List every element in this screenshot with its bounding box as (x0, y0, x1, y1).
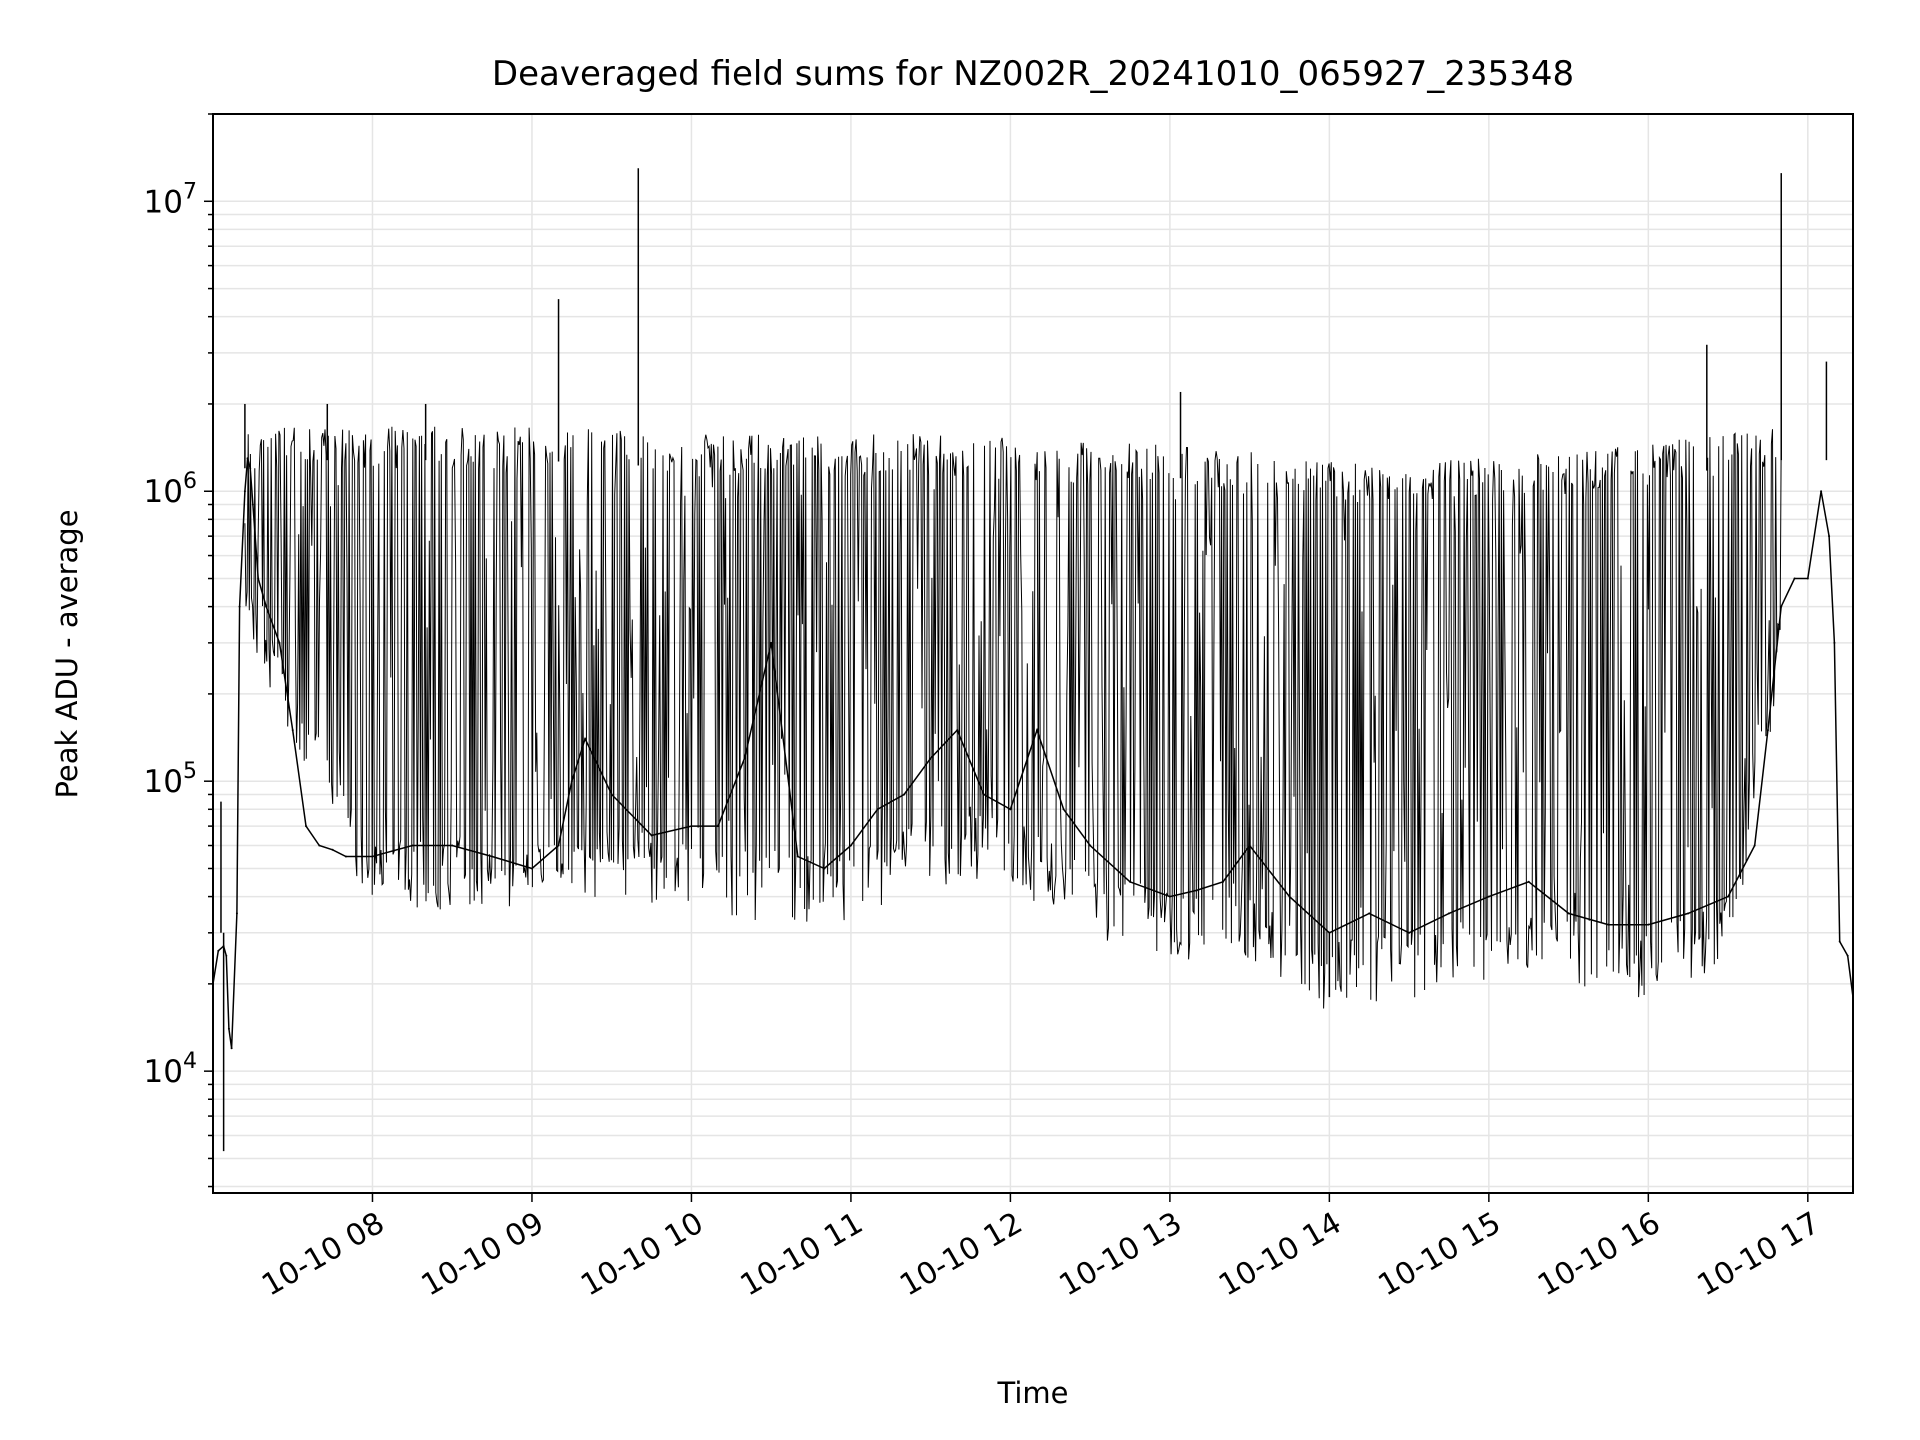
data-point (1222, 880, 1225, 883)
data-point (929, 757, 932, 760)
x-tick-label: 10-10 13 (1054, 1206, 1188, 1304)
data-point (956, 729, 959, 732)
data-point (1062, 808, 1065, 811)
data-point (1035, 729, 1038, 732)
data-point (1753, 844, 1756, 847)
data-point (278, 641, 281, 644)
data-point (1129, 880, 1132, 883)
data-point (1248, 844, 1251, 847)
y-tick-label: 104 (144, 1049, 197, 1090)
data-point (1806, 577, 1809, 580)
data-point (770, 641, 773, 644)
data-point (584, 737, 587, 740)
data-point (1527, 880, 1530, 883)
data-point (1846, 954, 1849, 957)
data-point (235, 912, 238, 915)
data-point (1820, 490, 1823, 493)
x-tick-label: 10-10 14 (1213, 1206, 1347, 1304)
data-point (982, 793, 985, 796)
data-point (1447, 912, 1450, 915)
data-point (251, 503, 254, 506)
data-point (1567, 912, 1570, 915)
data-point (265, 605, 268, 608)
data-point (230, 1047, 233, 1050)
data-point (610, 793, 613, 796)
data-point (717, 825, 720, 828)
data-point (1607, 923, 1610, 926)
data-point (331, 848, 334, 851)
x-tick-label: 10-10 17 (1691, 1206, 1825, 1304)
data-point (796, 855, 799, 858)
data-point (1089, 844, 1092, 847)
data-point (903, 793, 906, 796)
plot-area (212, 168, 1854, 1152)
data-point (1793, 577, 1796, 580)
x-tick-label: 10-10 11 (735, 1206, 869, 1304)
data-point (243, 490, 246, 493)
data-point (227, 1027, 230, 1030)
data-point (650, 834, 653, 837)
data-point (291, 729, 294, 732)
data-point (225, 954, 228, 957)
x-axis-label: Time (997, 1376, 1069, 1410)
data-point (491, 855, 494, 858)
data-point (849, 844, 852, 847)
y-tick-label: 107 (144, 179, 197, 220)
x-tick-label: 10-10 12 (894, 1206, 1028, 1304)
x-tick-label: 10-10 08 (256, 1206, 390, 1304)
x-tick-label: 10-10 10 (575, 1206, 709, 1304)
data-point (249, 467, 252, 470)
data-point (217, 949, 220, 952)
data-point (371, 855, 374, 858)
data-point (823, 867, 826, 870)
data-point (530, 867, 533, 870)
data-point (1647, 923, 1650, 926)
x-tick-label: 10-10 09 (416, 1206, 550, 1304)
data-point (318, 844, 321, 847)
data-point (570, 780, 573, 783)
data-point (1009, 808, 1012, 811)
data-point (411, 844, 414, 847)
data-point (1838, 940, 1841, 943)
data-point (1833, 641, 1836, 644)
data-point (1368, 912, 1371, 915)
data-point (1195, 889, 1198, 892)
y-tick-label: 106 (144, 469, 197, 510)
data-point (1780, 605, 1783, 608)
data-point (1487, 895, 1490, 898)
y-axis-label: Peak ADU - average (50, 509, 84, 798)
data-point (246, 457, 249, 460)
data-point (743, 757, 746, 760)
x-tick-label: 10-10 16 (1532, 1206, 1666, 1304)
data-point (1687, 912, 1690, 915)
data-point (557, 844, 560, 847)
data-point (1828, 535, 1831, 538)
data-point (305, 825, 308, 828)
data-point (451, 844, 454, 847)
x-tick-label: 10-10 15 (1373, 1206, 1507, 1304)
chart-title: Deaveraged field sums for NZ002R_2024101… (492, 54, 1574, 94)
series-line (212, 458, 1854, 1049)
data-point (257, 577, 260, 580)
data-point (1766, 729, 1769, 732)
data-point (238, 605, 241, 608)
data-point (876, 808, 879, 811)
data-point (1168, 895, 1171, 898)
data-point (344, 855, 347, 858)
data-point (1727, 895, 1730, 898)
data-point (690, 825, 693, 828)
grid-lines (213, 113, 1853, 1193)
y-tick-label: 105 (144, 759, 197, 800)
series-envelope-line (244, 426, 1782, 1009)
data-point (1408, 931, 1411, 934)
data-point (1288, 895, 1291, 898)
axes-frame (212, 113, 1854, 1194)
